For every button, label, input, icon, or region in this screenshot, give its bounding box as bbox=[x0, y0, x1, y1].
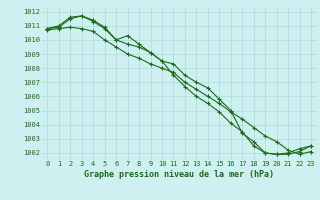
X-axis label: Graphe pression niveau de la mer (hPa): Graphe pression niveau de la mer (hPa) bbox=[84, 170, 274, 179]
